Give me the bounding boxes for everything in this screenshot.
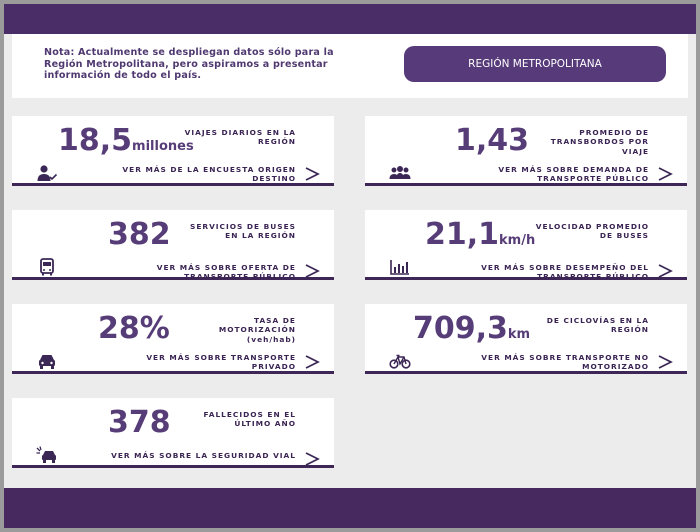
- chevron-right-icon[interactable]: [304, 451, 320, 467]
- link-desempeno-transporte[interactable]: VER MÁS SOBRE DESEMPEÑO DEL TRANSPORTE P…: [481, 263, 649, 282]
- stat-card-daily-trips: 18,5millones VIAJES DIARIOS EN LA REGIÓN…: [12, 116, 334, 186]
- stat-card-fatalities: 378 FALLECIDOS EN EL ÚLTIMO AÑO VER MÁS …: [12, 398, 334, 468]
- stat-description: FALLECIDOS EN EL ÚLTIMO AÑO: [203, 410, 296, 429]
- notice-text: Nota: Actualmente se despliegan datos só…: [44, 47, 334, 82]
- stat-number: 1,43: [455, 123, 530, 158]
- footer-bar: [4, 488, 696, 528]
- link-seguridad-vial[interactable]: VER MÁS SOBRE LA SEGURIDAD VIAL: [111, 451, 296, 460]
- chevron-right-icon[interactable]: [657, 166, 673, 182]
- notice-panel: Nota: Actualmente se despliegan datos só…: [12, 34, 688, 98]
- person-check-icon: [37, 165, 58, 181]
- stat-value: 21,1km/h: [425, 220, 535, 256]
- stat-card-bike-lanes: 709,3km DE CICLOVÍAS EN LA REGIÓN VER MÁ…: [365, 304, 687, 374]
- stat-unit: km/h: [499, 233, 536, 248]
- chevron-right-icon[interactable]: [657, 354, 673, 370]
- stat-number: 18,5: [58, 123, 133, 158]
- stat-number: 28%: [98, 311, 170, 346]
- stat-description: SERVICIOS DE BUSES EN LA REGIÓN: [190, 222, 296, 241]
- stat-description: PROMEDIO DE TRANSBORDOS POR VIAJE: [550, 128, 649, 156]
- chevron-right-icon[interactable]: [304, 166, 320, 182]
- stat-number: 378: [108, 405, 171, 440]
- bus-icon: [40, 258, 54, 276]
- stat-value: 382: [108, 220, 171, 256]
- stat-value: 18,5millones: [58, 126, 194, 162]
- page-frame: Nota: Actualmente se despliegan datos só…: [4, 4, 696, 528]
- stat-number: 21,1: [425, 217, 500, 252]
- stat-value: 28%: [98, 314, 170, 350]
- stat-number: 709,3: [413, 311, 508, 346]
- stat-number: 382: [108, 217, 171, 252]
- stat-value: 378: [108, 408, 171, 444]
- bicycle-icon: [389, 354, 411, 369]
- car-crash-icon: [36, 446, 56, 463]
- stat-unit: millones: [132, 139, 194, 154]
- chevron-right-icon[interactable]: [304, 354, 320, 370]
- stat-card-motorization: 28% TASA DE MOTORIZACIÓN (veh/hab) VER M…: [12, 304, 334, 374]
- region-select-button[interactable]: REGIÓN METROPOLITANA: [404, 46, 666, 82]
- stat-card-transfers: 1,43 PROMEDIO DE TRANSBORDOS POR VIAJE V…: [365, 116, 687, 186]
- stat-card-bus-speed: 21,1km/h VELOCIDAD PROMEDIO DE BUSES VER…: [365, 210, 687, 282]
- group-icon: [389, 166, 411, 179]
- bar-chart-icon: [390, 260, 409, 275]
- link-encuesta-origen-destino[interactable]: VER MÁS DE LA ENCUESTA ORIGEN DESTINO: [122, 165, 296, 184]
- link-transporte-no-motorizado[interactable]: VER MÁS SOBRE TRANSPORTE NO MOTORIZADO: [481, 353, 649, 372]
- stat-unit: km: [507, 327, 531, 342]
- stat-description: VIAJES DIARIOS EN LA REGIÓN: [184, 128, 296, 147]
- link-demanda-transporte[interactable]: VER MÁS SOBRE DEMANDA DE TRANSPORTE PÚBL…: [498, 165, 649, 184]
- chevron-right-icon[interactable]: [657, 263, 673, 279]
- stat-description: DE CICLOVÍAS EN LA REGIÓN: [546, 316, 649, 335]
- stat-description: VELOCIDAD PROMEDIO DE BUSES: [535, 222, 649, 241]
- link-transporte-privado[interactable]: VER MÁS SOBRE TRANSPORTE PRIVADO: [146, 353, 296, 372]
- link-oferta-transporte[interactable]: VER MÁS SOBRE OFERTA DE TRANSPORTE PÚBLI…: [156, 263, 296, 282]
- stat-description: TASA DE MOTORIZACIÓN (veh/hab): [218, 316, 296, 344]
- stat-value: 709,3km: [413, 314, 530, 350]
- chevron-right-icon[interactable]: [304, 263, 320, 279]
- stat-value: 1,43: [455, 126, 529, 162]
- car-icon: [39, 355, 55, 369]
- stat-card-bus-services: 382 SERVICIOS DE BUSES EN LA REGIÓN VER …: [12, 210, 334, 282]
- top-bar: [4, 4, 696, 34]
